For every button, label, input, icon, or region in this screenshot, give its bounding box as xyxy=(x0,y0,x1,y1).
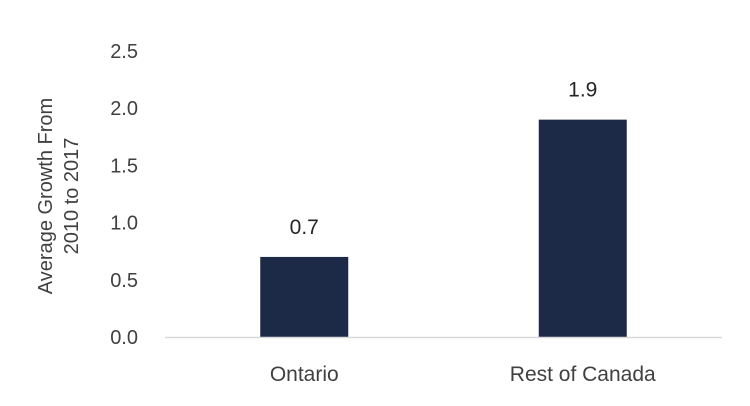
y-tick-label: 2.0 xyxy=(110,98,138,120)
y-axis-title: Average Growth From 2010 to 2017 xyxy=(35,98,83,294)
data-label: 1.9 xyxy=(568,79,597,102)
y-tick-label: 0.0 xyxy=(110,327,138,349)
x-category-label: Ontario xyxy=(270,363,339,386)
bars xyxy=(260,119,627,337)
y-axis-ticks: 0.0 0.5 1.0 1.5 2.0 2.5 xyxy=(110,41,138,349)
x-axis-categories: Ontario Rest of Canada xyxy=(270,363,656,386)
y-axis-title-line-1: Average Growth From xyxy=(35,98,57,294)
x-category-label: Rest of Canada xyxy=(510,363,656,386)
bar-ontario xyxy=(260,256,349,337)
bar-rest-of-canada xyxy=(538,119,627,337)
y-tick-label: 2.5 xyxy=(110,41,138,63)
y-tick-label: 1.5 xyxy=(110,155,138,177)
y-axis-title-line-2: 2010 to 2017 xyxy=(61,138,83,255)
y-tick-label: 0.5 xyxy=(110,270,138,292)
y-tick-label: 1.0 xyxy=(110,213,138,235)
data-label: 0.7 xyxy=(290,216,319,239)
data-labels: 0.7 1.9 xyxy=(290,79,598,239)
